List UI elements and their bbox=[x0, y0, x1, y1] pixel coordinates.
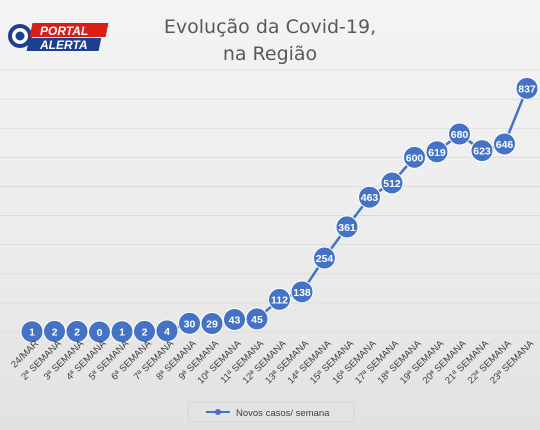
data-label: 646 bbox=[496, 139, 514, 151]
data-label: 361 bbox=[338, 222, 356, 234]
data-point bbox=[133, 319, 156, 343]
data-label: 623 bbox=[473, 146, 491, 158]
data-label: 112 bbox=[271, 294, 288, 306]
chart-title-line-1: Evolução da Covid-19, bbox=[164, 16, 376, 38]
data-point bbox=[493, 132, 516, 156]
data-label: 512 bbox=[383, 178, 401, 190]
data-point bbox=[178, 311, 201, 335]
legend-marker-icon bbox=[215, 409, 221, 415]
data-label: 1 bbox=[119, 327, 125, 339]
logo-text-top: PORTAL bbox=[40, 24, 88, 38]
logo-emblem-center bbox=[15, 31, 25, 41]
logo-bottom-band bbox=[26, 38, 102, 51]
series-novos-casos: 1 2 2 0 1 2 4 30 29 43 45 112 138 254 361 463 512 600 619 6… bbox=[20, 76, 539, 344]
logo-top-band bbox=[29, 23, 109, 37]
legend: Novos casos/ semana bbox=[187, 401, 355, 423]
data-label: 254 bbox=[316, 253, 334, 265]
logo-text-bottom: ALERTA bbox=[39, 38, 88, 52]
legend-box bbox=[187, 401, 355, 423]
data-point bbox=[335, 215, 359, 239]
data-point bbox=[403, 145, 426, 169]
data-label: 1 bbox=[29, 327, 35, 339]
data-label: 2 bbox=[142, 326, 148, 338]
data-label: 600 bbox=[406, 152, 424, 164]
data-point bbox=[470, 139, 494, 163]
data-label: 30 bbox=[184, 318, 196, 330]
data-label: 680 bbox=[451, 129, 469, 141]
data-point bbox=[200, 312, 224, 336]
data-point bbox=[88, 320, 111, 344]
data-point bbox=[290, 280, 314, 304]
data-point bbox=[155, 319, 179, 343]
data-point bbox=[313, 246, 336, 270]
data-point bbox=[515, 76, 539, 100]
data-label: 619 bbox=[428, 147, 446, 159]
data-label: 4 bbox=[164, 326, 170, 338]
data-label: 2 bbox=[74, 326, 80, 338]
data-point bbox=[268, 287, 291, 311]
data-label: 138 bbox=[293, 287, 311, 299]
portal-alerta-logo: PORTAL ALERTA bbox=[8, 23, 109, 52]
chart-title-line-2: na Região bbox=[223, 43, 317, 65]
data-point bbox=[110, 320, 134, 344]
data-label: 29 bbox=[206, 319, 218, 331]
data-label: 837 bbox=[518, 83, 536, 95]
data-point bbox=[65, 319, 89, 343]
legend-label: Novos casos/ semana bbox=[236, 408, 330, 419]
gridlines bbox=[0, 69, 540, 333]
data-label: 463 bbox=[361, 192, 379, 204]
data-label: 43 bbox=[229, 314, 241, 326]
data-label: 0 bbox=[97, 327, 103, 339]
data-point bbox=[448, 122, 471, 146]
data-point bbox=[425, 140, 449, 164]
data-point bbox=[358, 185, 381, 209]
data-point bbox=[245, 307, 269, 331]
data-point bbox=[223, 307, 246, 331]
data-label: 2 bbox=[52, 326, 58, 338]
data-point bbox=[20, 320, 44, 344]
data-label: 45 bbox=[251, 314, 263, 326]
data-point bbox=[380, 171, 404, 195]
